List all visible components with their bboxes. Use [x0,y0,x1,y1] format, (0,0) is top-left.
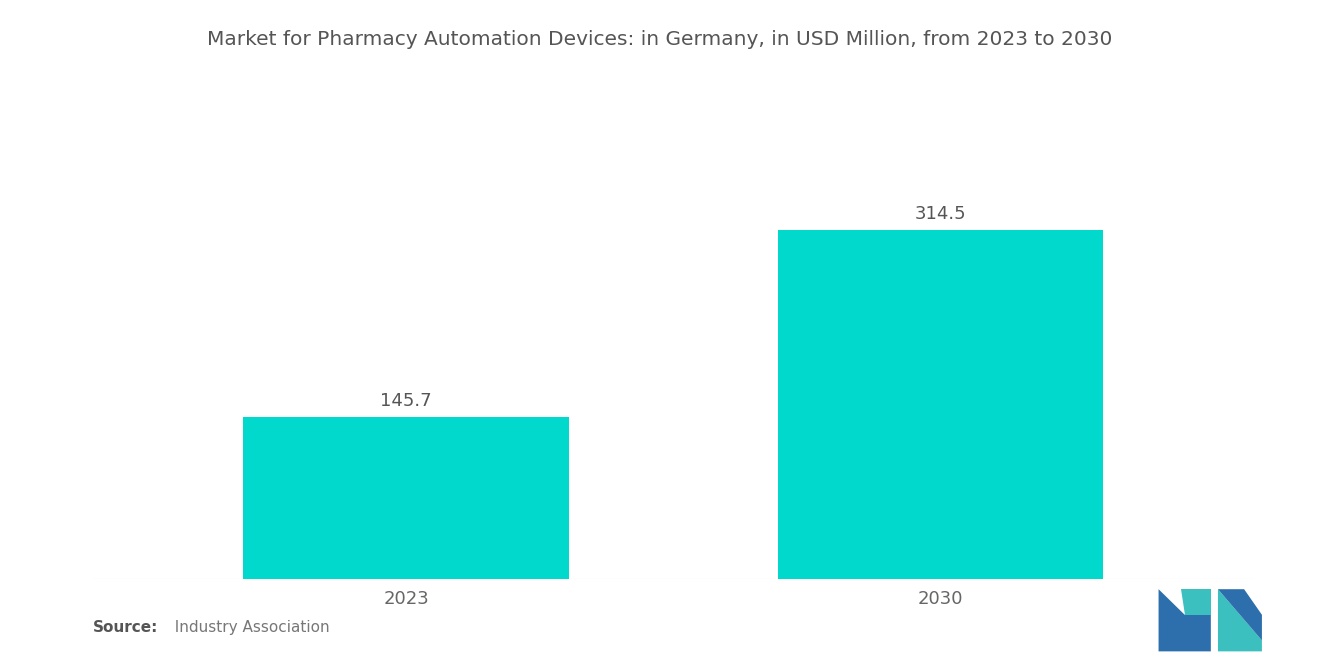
Text: Industry Association: Industry Association [165,620,330,635]
Polygon shape [1181,589,1210,614]
Polygon shape [1218,589,1262,652]
Text: 314.5: 314.5 [915,205,966,223]
Text: Market for Pharmacy Automation Devices: in Germany, in USD Million, from 2023 to: Market for Pharmacy Automation Devices: … [207,30,1113,49]
Polygon shape [1159,589,1210,652]
Bar [243,417,569,579]
Polygon shape [1218,589,1262,640]
Text: 145.7: 145.7 [380,392,432,410]
Text: Source:: Source: [92,620,158,635]
Bar [777,230,1104,579]
